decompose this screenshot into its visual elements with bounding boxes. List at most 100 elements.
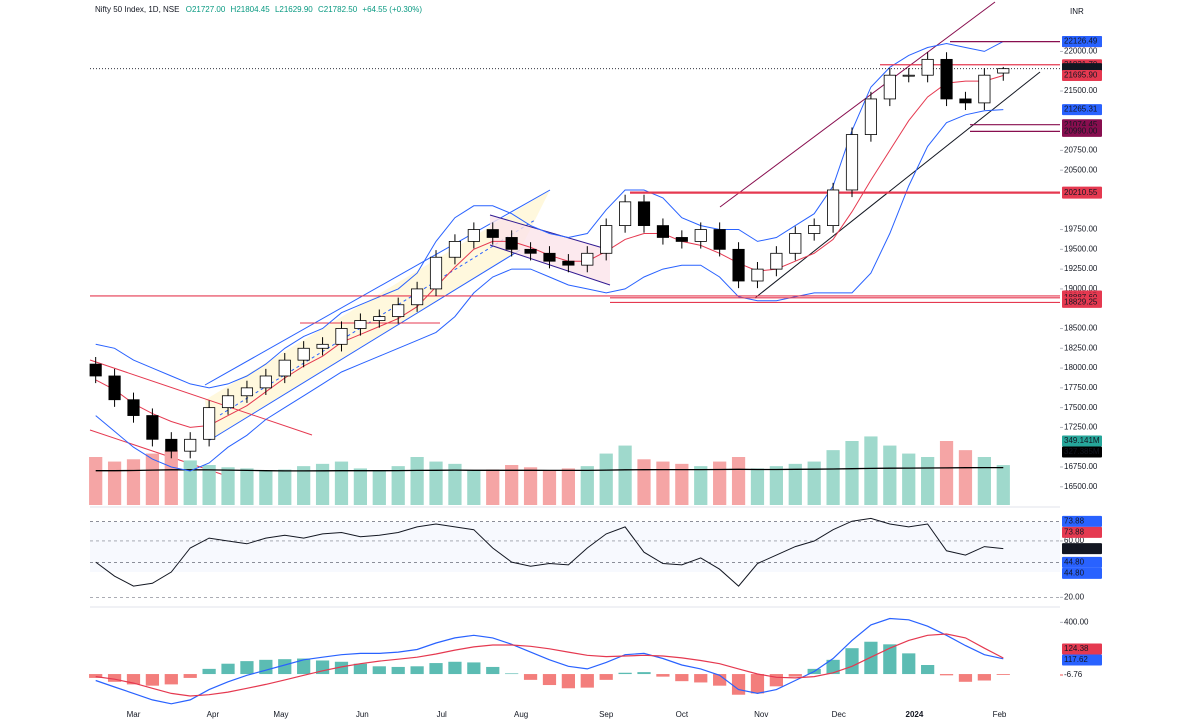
x-tick-label: Apr xyxy=(207,710,220,719)
candle-body xyxy=(637,201,651,226)
candle-body xyxy=(751,268,764,282)
volume-bar xyxy=(769,466,783,505)
level-box xyxy=(1062,296,1102,308)
volume-bar xyxy=(467,470,481,505)
macd-histogram-label: -6.76 xyxy=(1064,670,1083,679)
y-tick-label: 22000.00 xyxy=(1064,47,1098,56)
trendline xyxy=(489,244,611,286)
macd-histogram-bar xyxy=(297,658,311,675)
y-tick-label: 17500.00 xyxy=(1064,403,1098,412)
volume-bar xyxy=(864,436,878,505)
macd-histogram-bar xyxy=(694,674,708,683)
rsi-level-label: 73.88 xyxy=(1064,517,1085,526)
volume-bar xyxy=(675,463,689,505)
candle-body xyxy=(108,375,121,401)
macd-histogram-bar xyxy=(599,674,613,680)
rsi-level-box xyxy=(1062,567,1102,579)
macd-histogram-bar xyxy=(410,666,424,675)
volume-bar xyxy=(486,469,500,505)
macd-value-label: 124.38 xyxy=(1064,644,1089,653)
candle-body xyxy=(883,74,896,100)
volume-bar xyxy=(164,450,178,505)
macd-histogram-bar xyxy=(448,661,462,675)
volume-bar xyxy=(202,465,216,505)
rsi-line xyxy=(95,517,1004,587)
macd-histogram-bar xyxy=(221,663,235,675)
macd-histogram-bar xyxy=(523,674,538,680)
macd-histogram-bar xyxy=(89,674,103,678)
currency: INR xyxy=(1070,7,1084,16)
candle-body xyxy=(524,248,537,254)
candle-body xyxy=(770,252,783,270)
candle-body xyxy=(827,189,840,226)
macd-histogram-bar xyxy=(145,674,160,686)
volume-bar xyxy=(561,468,575,505)
rsi-value-box xyxy=(1062,543,1102,555)
volume-bar xyxy=(921,457,935,505)
candle-body xyxy=(354,320,367,329)
high-value: H21804.45 xyxy=(231,5,271,14)
y-tick-label: 17250.00 xyxy=(1064,423,1098,432)
candle-body xyxy=(89,363,102,377)
macd-histogram-bar xyxy=(183,674,197,678)
bollinger-label: 21695.90 xyxy=(1064,71,1098,80)
y-tick-label: 400.00 xyxy=(1064,617,1089,626)
x-tick-label: Sep xyxy=(599,710,614,719)
candle-body xyxy=(940,58,953,100)
trendline xyxy=(89,359,313,436)
volume-bar xyxy=(996,465,1010,505)
macd-histogram-bar xyxy=(391,666,405,675)
candle-body xyxy=(278,359,291,377)
macd-histogram-bar xyxy=(713,674,727,686)
y-tick-label: 18000.00 xyxy=(1064,363,1098,372)
level-box xyxy=(1062,187,1102,199)
volume-bar xyxy=(259,470,273,505)
macd-histogram-bar xyxy=(939,674,954,676)
level-label: 18829.25 xyxy=(1064,298,1098,307)
candle-body xyxy=(411,288,424,306)
volume-ma-line xyxy=(95,466,1004,472)
volume-bar xyxy=(334,461,349,505)
macd-histogram-bar xyxy=(372,666,386,675)
candle-body xyxy=(694,229,707,242)
macd-histogram-bar xyxy=(467,662,481,675)
trendline xyxy=(719,1,996,208)
candle-body xyxy=(297,347,310,361)
bollinger-box xyxy=(1062,104,1102,116)
y-tick-label: 19250.00 xyxy=(1064,264,1098,273)
y-tick-label: 18500.00 xyxy=(1064,324,1098,333)
volume-label: 349.141M xyxy=(1064,436,1100,445)
rsi-band xyxy=(90,522,1060,572)
volume-bar xyxy=(391,466,405,505)
y-tick-label: 17750.00 xyxy=(1064,383,1098,392)
x-tick-label: 2024 xyxy=(906,710,924,719)
macd-histogram-bar xyxy=(637,672,651,675)
bollinger-label: 21265.31 xyxy=(1064,105,1098,114)
level-label: 20210.55 xyxy=(1064,188,1098,197)
macd-histogram-bar xyxy=(788,674,802,677)
macd-histogram-bar xyxy=(278,659,292,675)
volume-bar xyxy=(221,467,235,505)
volume-bar xyxy=(618,445,632,505)
candle-body xyxy=(656,225,669,238)
volume-bar xyxy=(126,459,141,505)
macd-histogram-bar xyxy=(334,661,349,675)
volume-bar xyxy=(939,441,954,505)
candle-body xyxy=(373,316,386,321)
candle-body xyxy=(467,229,480,242)
volume-bar xyxy=(580,466,594,505)
volume-ma-label: 327.385M xyxy=(1064,447,1100,456)
volume-bar xyxy=(410,457,424,505)
volume-bar xyxy=(845,441,859,505)
candle-body xyxy=(789,233,802,254)
y-tick-label: 19500.00 xyxy=(1064,244,1098,253)
symbol-title: Nifty 50 Index, 1D, NSE xyxy=(95,5,179,14)
macd-histogram-bar xyxy=(580,674,594,688)
x-tick-label: Aug xyxy=(514,710,528,719)
candle-body xyxy=(921,58,934,76)
x-tick-label: May xyxy=(273,710,288,719)
macd-histogram-bar xyxy=(486,666,500,675)
macd-histogram-bar xyxy=(353,663,368,675)
macd-histogram-bar xyxy=(164,674,178,685)
